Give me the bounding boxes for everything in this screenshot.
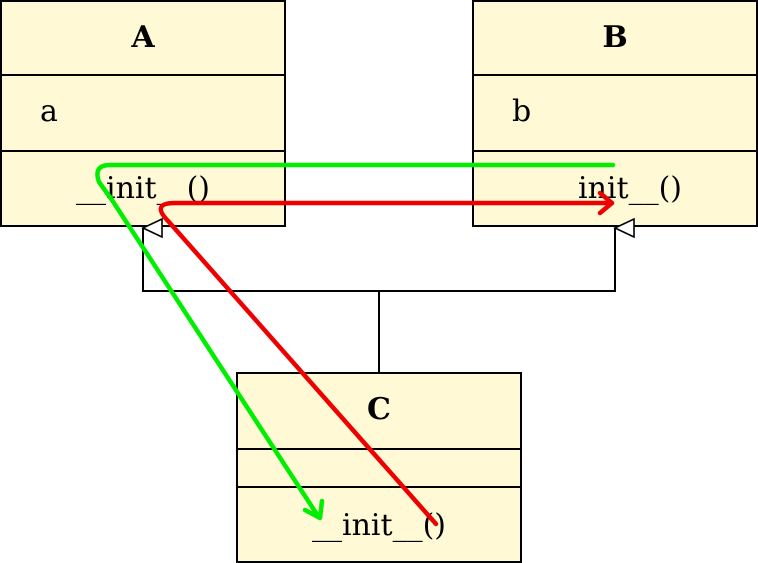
class-a-attribute: a: [40, 94, 58, 129]
class-b-attribute: b: [512, 94, 531, 129]
class-c-name: C: [367, 392, 391, 427]
red-call-path-line: [158, 200, 614, 527]
class-b-method: __init__(): [548, 171, 682, 206]
green-arrowhead: [302, 498, 325, 521]
inheritance-connectors: [143, 228, 615, 373]
class-a-name-compartment: [0, 0, 286, 76]
red-arrowhead: [597, 190, 615, 216]
class-c-name-compartment: [236, 372, 522, 450]
class-a-name: A: [130, 20, 155, 55]
inheritance-arrow-to-b: [379, 228, 615, 292]
class-b-box: B b __init__(): [472, 0, 758, 227]
class-c-method-compartment: [236, 486, 522, 563]
red-call-path: [158, 190, 615, 527]
class-c-box: C __init__(): [236, 372, 522, 563]
class-a-box: A a __init__(): [0, 0, 286, 227]
class-a-attribute-compartment: [0, 74, 286, 152]
green-call-path: [95, 162, 616, 521]
green-call-path-line: [95, 162, 616, 519]
inheritance-arrow-to-a: [143, 228, 379, 292]
class-b-name: B: [602, 20, 627, 55]
class-c-method: __init__(): [312, 508, 446, 543]
